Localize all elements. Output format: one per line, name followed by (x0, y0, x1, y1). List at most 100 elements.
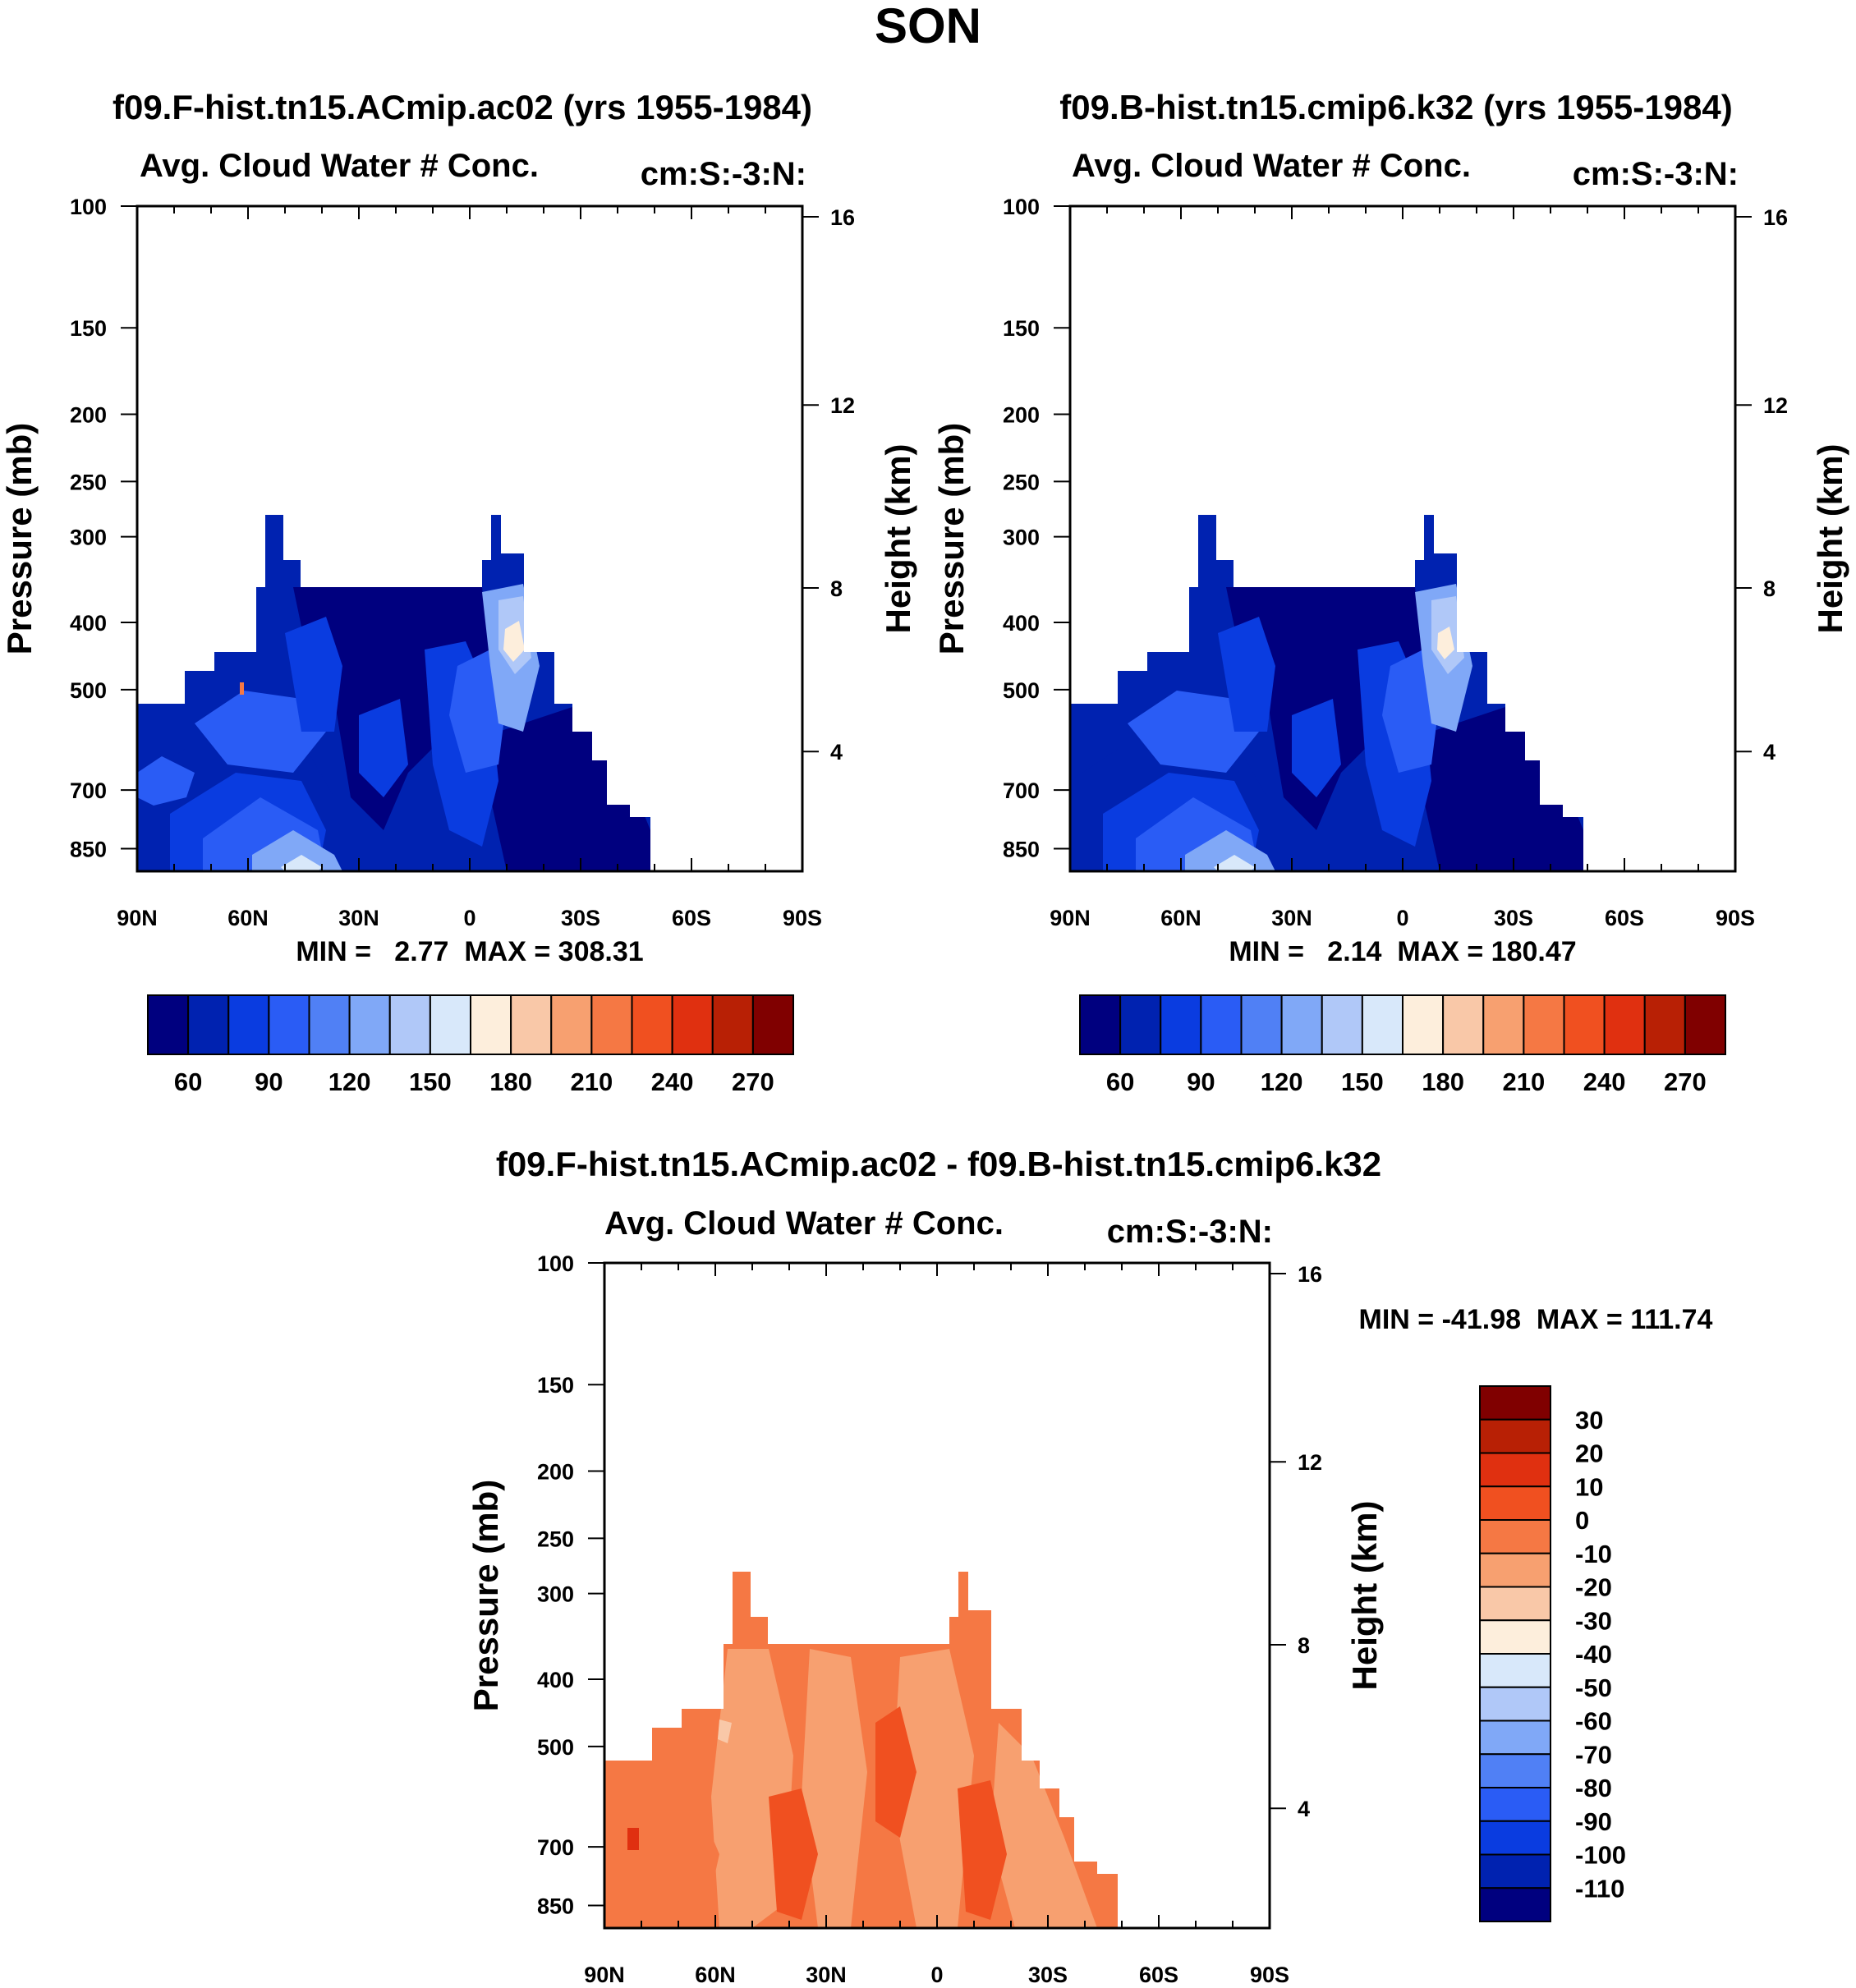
colorbar-model1: 60 90 120 150 180 210 240 270 (147, 994, 794, 1096)
x-tick-label: 90S (1716, 906, 1755, 930)
field-contour (281, 855, 322, 871)
field-contour (503, 621, 525, 662)
x-tick-label: 0 (930, 1963, 943, 1987)
field-contour (769, 1788, 818, 1920)
colorbar-label: 270 (732, 1067, 774, 1096)
colorbar-box (1280, 994, 1323, 1055)
x-tick-label: 90S (783, 906, 822, 930)
colorbar-box (1442, 994, 1485, 1055)
colorbar-box (550, 994, 593, 1055)
colorbar-box (187, 994, 230, 1055)
colorbar-box (1479, 1485, 1551, 1521)
min-max-label: MIN = 2.77 MAX = 308.31 (296, 936, 643, 967)
colorbar-label: 120 (328, 1067, 371, 1096)
colorbar-box (1479, 1385, 1551, 1421)
colorbar-label: 210 (571, 1067, 613, 1096)
colorbar-box (268, 994, 310, 1055)
y-axis-title: Pressure (mb) (466, 1480, 505, 1711)
x-tick-label: 0 (463, 906, 475, 930)
y-tick-label: 500 (1003, 678, 1040, 703)
colorbar-box (1079, 994, 1122, 1055)
colorbar-box (388, 994, 431, 1055)
field-layer (1070, 515, 1583, 871)
y-tick-label: 250 (1003, 470, 1040, 494)
field-contour (1041, 1710, 1048, 1731)
field-contour (1007, 1674, 1019, 1706)
panel-title: f09.B-hist.tn15.cmip6.k32 (yrs 1955-1984… (1059, 88, 1732, 126)
field-contour (285, 617, 342, 732)
colorbar-box (1402, 994, 1445, 1055)
colorbar-box (631, 994, 673, 1055)
colorbar-box (348, 994, 391, 1055)
panel-model2: f09.B-hist.tn15.cmip6.k32 (yrs 1955-1984… (932, 88, 1849, 1096)
y-right-tick-label: 8 (830, 576, 843, 601)
min-max-label: MIN = -41.98 MAX = 111.74 (1359, 1304, 1713, 1335)
colorbar-box (1479, 1820, 1551, 1856)
colorbar-label: -50 (1575, 1674, 1612, 1702)
colorbar-box (1479, 1519, 1551, 1554)
y-tick-label: 850 (70, 837, 107, 861)
field-contour (1214, 855, 1255, 871)
colorbar-label: 270 (1664, 1067, 1707, 1096)
colorbar-box (1479, 1418, 1551, 1454)
x-tick-label: 60N (695, 1963, 736, 1987)
colorbar-label: -40 (1575, 1640, 1612, 1669)
field-contour (711, 1649, 793, 1928)
field-contour (875, 1706, 917, 1838)
field-contour (1437, 627, 1454, 659)
y-tick-label: 150 (70, 316, 107, 341)
colorbar-box (1321, 994, 1363, 1055)
colorbar-label: 10 (1575, 1472, 1603, 1501)
field-contour (252, 830, 342, 871)
y-right-tick-label: 12 (830, 393, 855, 418)
field-contour (137, 756, 195, 806)
y-axis-title: Pressure (mb) (0, 423, 39, 654)
min-max-label: MIN = 2.14 MAX = 180.47 (1229, 936, 1576, 967)
y-tick-label: 700 (1003, 778, 1040, 803)
y-tick-label: 500 (537, 1735, 574, 1760)
y-tick-label: 850 (537, 1894, 574, 1918)
y-axis-right-title: Height (km) (1811, 444, 1849, 634)
y-right-tick-label: 4 (1763, 740, 1776, 764)
variable-label: Avg. Cloud Water # Conc. (140, 148, 539, 184)
y-tick-label: 400 (70, 611, 107, 636)
field-contour (240, 682, 244, 695)
field-contour (718, 1719, 732, 1743)
colorbar-label: 30 (1575, 1406, 1603, 1435)
y-tick-label: 400 (537, 1668, 574, 1692)
colorbar-label: -90 (1575, 1807, 1612, 1836)
units-label: cm:S:-3:N: (641, 156, 806, 192)
x-tick-label: 60N (227, 906, 269, 930)
colorbar-label: 60 (174, 1067, 202, 1096)
y-tick-label: 400 (1003, 611, 1040, 636)
x-tick-label: 30S (1028, 1963, 1068, 1987)
x-tick-label: 90N (117, 906, 158, 930)
x-tick-label: 60S (1139, 1963, 1178, 1987)
colorbar-label: 150 (1341, 1067, 1384, 1096)
field-contour (990, 1723, 1097, 1928)
colorbar-box (1603, 994, 1646, 1055)
field-contour (958, 1780, 1007, 1920)
colorbar-label: -100 (1575, 1841, 1626, 1870)
colorbar-label: 60 (1106, 1067, 1134, 1096)
colorbar-box (1479, 1619, 1551, 1655)
colorbar-label: 180 (1422, 1067, 1464, 1096)
colorbar-box (1479, 1853, 1551, 1889)
y-tick-label: 250 (537, 1527, 574, 1551)
y-tick-label: 100 (1003, 195, 1040, 219)
y-tick-label: 300 (537, 1582, 574, 1607)
panel-model1: f09.F-hist.tn15.ACmip.ac02 (yrs 1955-198… (0, 88, 917, 1096)
colorbar-label: 210 (1503, 1067, 1546, 1096)
field-contour (627, 1828, 639, 1850)
colorbar-box (711, 994, 754, 1055)
field-contour (359, 699, 408, 797)
colorbar-label: 240 (651, 1067, 694, 1096)
colorbar-box (1479, 1552, 1551, 1588)
colorbar-box (1479, 1586, 1551, 1622)
y-tick-label: 300 (70, 526, 107, 550)
colorbar-box (1479, 1686, 1551, 1722)
y-axis-title: Pressure (mb) (932, 423, 971, 654)
field-layer (604, 1572, 1118, 1928)
y-tick-label: 100 (537, 1251, 574, 1276)
